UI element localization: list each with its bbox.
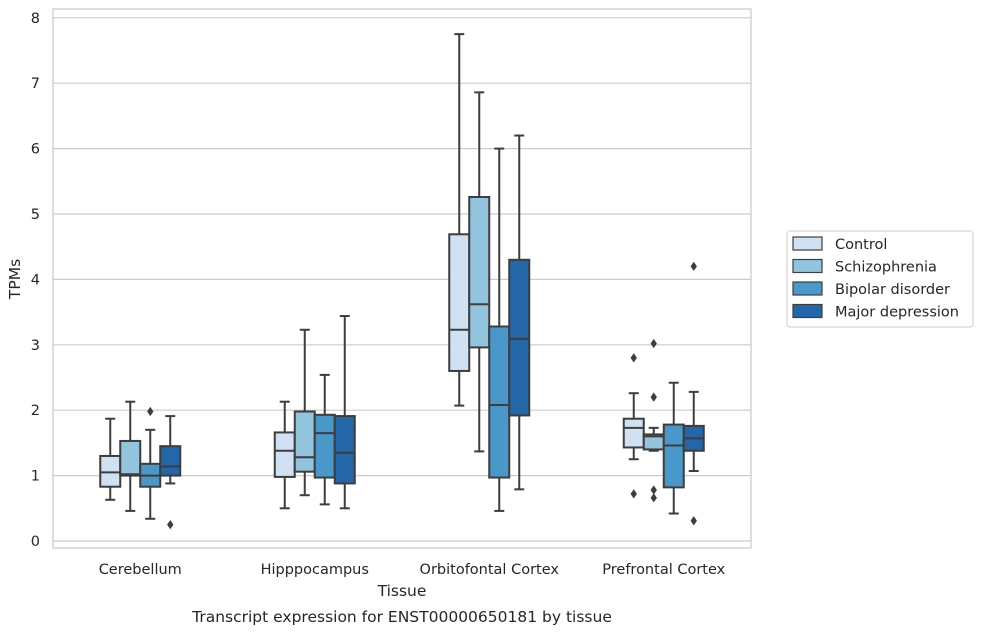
outlier-point xyxy=(167,520,174,530)
box-2-3 xyxy=(508,134,531,491)
box-0-1 xyxy=(119,400,142,512)
box-2-2 xyxy=(488,147,511,512)
box-0-0 xyxy=(99,417,122,501)
box-iqr xyxy=(293,410,316,473)
y-tick-labels: 0 1 2 3 4 5 6 7 8 xyxy=(31,11,40,550)
outlier-point xyxy=(650,493,657,503)
y-tick-label: 2 xyxy=(31,403,40,419)
plot-frame xyxy=(52,8,752,549)
y-tick-label: 5 xyxy=(31,207,40,223)
y-axis-title: TPMs xyxy=(6,259,24,300)
outlier-point xyxy=(690,516,697,526)
y-tick-label: 8 xyxy=(31,11,40,27)
box-0-3 xyxy=(159,415,182,530)
box-3-1 xyxy=(642,338,665,503)
y-tick-label: 4 xyxy=(31,272,40,288)
box-iqr xyxy=(488,325,511,479)
box-iqr xyxy=(273,431,296,478)
legend-item: Control xyxy=(792,236,887,253)
boxes xyxy=(99,33,705,530)
box-iqr xyxy=(622,417,645,449)
outlier-point xyxy=(147,406,154,417)
chart-caption: Transcript expression for ENST0000065018… xyxy=(191,608,612,626)
legend-item: Schizophrenia xyxy=(792,258,937,276)
box-iqr xyxy=(508,258,531,417)
y-tick-label: 0 xyxy=(31,534,40,550)
box-0-2 xyxy=(139,406,162,520)
legend-label: Control xyxy=(835,237,887,253)
y-tick-label: 1 xyxy=(31,469,40,485)
box-iqr xyxy=(333,415,356,485)
legend-item: Bipolar disorder xyxy=(792,281,950,298)
grid-lines xyxy=(53,17,751,542)
x-axis-title: Tissue xyxy=(377,582,427,600)
legend-swatch xyxy=(792,281,823,296)
x-tick-label: Orbitofontal Cortex xyxy=(420,562,560,578)
box-iqr xyxy=(313,413,336,479)
box-iqr xyxy=(468,195,491,349)
box-1-3 xyxy=(333,315,356,510)
legend-frame xyxy=(786,230,974,328)
legend-label: Bipolar disorder xyxy=(835,282,950,298)
legend-label: Schizophrenia xyxy=(835,260,937,276)
outlier-point xyxy=(650,338,657,349)
box-3-0 xyxy=(622,353,645,499)
legend-label: Major depression xyxy=(835,305,959,321)
y-tick-label: 3 xyxy=(31,338,40,354)
box-iqr xyxy=(119,439,142,477)
y-tick-label: 6 xyxy=(31,142,40,158)
legend: Control Schizophrenia Bipolar disorder Majo… xyxy=(786,230,974,328)
x-tick-label: Prefrontal Cortex xyxy=(602,562,725,578)
box-3-2 xyxy=(662,381,685,515)
box-iqr xyxy=(448,233,471,372)
box-iqr xyxy=(662,423,685,489)
box-1-2 xyxy=(313,373,336,506)
box-iqr xyxy=(159,445,182,477)
outlier-point xyxy=(690,261,697,271)
legend-swatch xyxy=(792,236,823,251)
outlier-point xyxy=(650,485,657,495)
box-2-1 xyxy=(468,91,491,453)
box-2-0 xyxy=(448,33,471,407)
legend-item: Major depression xyxy=(792,303,959,321)
outlier-point xyxy=(630,353,637,363)
box-1-1 xyxy=(293,328,316,497)
x-tick-label: Cerebellum xyxy=(99,562,182,578)
outlier-point xyxy=(630,489,637,499)
outlier-point xyxy=(650,392,657,402)
legend-swatch xyxy=(792,303,823,319)
x-tick-labels: Cerebellum Hipppocampus Orbitofontal Corte… xyxy=(99,562,726,578)
box-3-3 xyxy=(682,261,705,526)
x-tick-label: Hipppocampus xyxy=(261,562,369,578)
legend-swatch xyxy=(792,258,823,274)
box-1-0 xyxy=(273,400,296,510)
y-tick-label: 7 xyxy=(31,76,40,92)
